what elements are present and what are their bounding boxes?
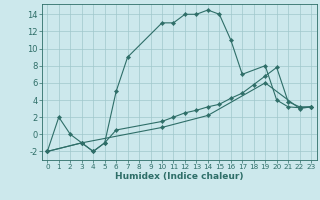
X-axis label: Humidex (Indice chaleur): Humidex (Indice chaleur)	[115, 172, 244, 181]
